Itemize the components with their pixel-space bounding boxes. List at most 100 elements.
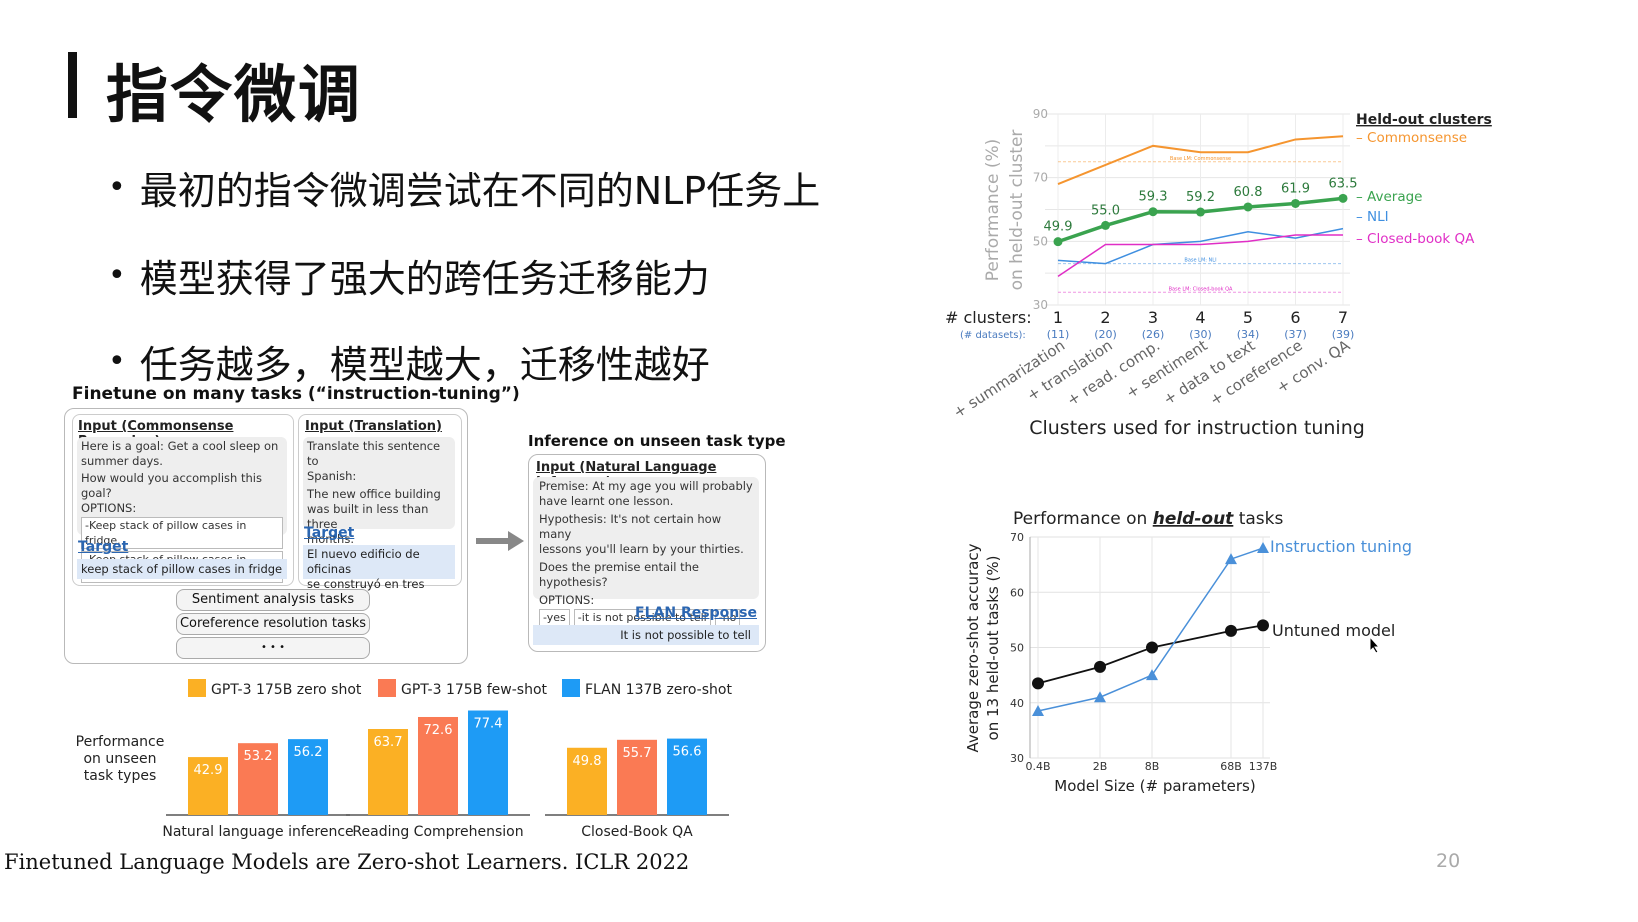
bullet-2: • 模型获得了强大的跨任务迁移能力	[108, 248, 710, 303]
legend-title: Held-out clusters	[1356, 112, 1492, 128]
bar	[288, 739, 328, 815]
card1-target-label: Target	[78, 539, 129, 555]
average-value-label: 63.5	[1329, 176, 1358, 191]
x-tick-label: 3	[1148, 308, 1158, 327]
clusters-chart: 30 50 70 90 Performance (%) on held-out clust…	[945, 107, 1492, 439]
page-number: 20	[1436, 850, 1461, 872]
average-point	[1196, 207, 1205, 217]
baseline-label: Base LM: Commonsense	[1170, 156, 1231, 162]
card2-line: months.	[307, 532, 354, 546]
bar	[468, 710, 508, 815]
title-accent-bar	[68, 52, 77, 118]
size-ylabel: Average zero-shot accuracy	[964, 543, 982, 752]
y-tick-label: 50	[1033, 234, 1048, 248]
card3-line: have learnt one lesson.	[539, 494, 674, 508]
legend-entry: – Average	[1356, 189, 1422, 205]
y-tick-label: 70	[1010, 531, 1024, 544]
bar-value-label: 49.8	[573, 754, 602, 769]
card2-target: El nuevo edificio de oficinas se constru…	[303, 545, 455, 606]
datasets-count-label: (39)	[1332, 328, 1355, 341]
legend-swatch	[562, 679, 580, 697]
legend-label: FLAN 137B zero-shot	[585, 682, 732, 698]
y-tick-label: 30	[1033, 298, 1048, 312]
datasets-count-label: (34)	[1237, 328, 1260, 341]
title-emphasis: held-out	[1153, 509, 1234, 529]
tuned-point	[1094, 691, 1106, 703]
y-tick-label: 40	[1010, 697, 1024, 710]
card2-target-line: El nuevo edificio de oficinas	[307, 547, 420, 576]
inference-box: Input (Natural Language Inference) Premi…	[528, 454, 766, 652]
average-point	[1243, 202, 1253, 212]
x-tick-label: 137B	[1249, 760, 1278, 773]
average-point	[1291, 198, 1300, 208]
legend-entry: – Commonsense	[1356, 130, 1467, 146]
untuned-point	[1225, 624, 1237, 637]
average-value-label: 59.3	[1139, 190, 1168, 205]
bullet-3: • 任务越多，模型越大，迁移性越好	[108, 334, 710, 389]
average-value-label: 55.0	[1091, 203, 1120, 218]
x-tick-label: 2B	[1093, 760, 1108, 773]
card3-options: -yes -it is not possible to tell -no	[539, 609, 753, 626]
bar	[188, 757, 228, 815]
bar-value-label: 72.6	[424, 723, 453, 738]
x-tick-label: 2	[1100, 308, 1110, 327]
bar-category-label: Reading Comprehension	[352, 824, 523, 840]
bar	[238, 743, 278, 815]
size-chart-title: Performance on held-out tasks	[1013, 509, 1284, 529]
card2-line: The new office building	[307, 487, 441, 501]
slide-title: 指令微调	[106, 58, 363, 131]
card1-line: summer days.	[81, 454, 163, 468]
y-tick-label: 70	[1033, 171, 1048, 185]
translation-card: Input (Translation) Translate this sente…	[298, 414, 462, 606]
bar-chart: GPT-3 175B zero shot GPT-3 175B few-shot F…	[76, 679, 732, 840]
bar-ylabel: task types	[84, 768, 157, 784]
baseline-label: Base LM: NLI	[1184, 258, 1216, 264]
bar-value-label: 53.2	[244, 749, 273, 764]
average-point	[1148, 207, 1158, 217]
datasets-prefix-label: (# datasets):	[960, 330, 1026, 341]
datasets-count-label: (30)	[1189, 328, 1212, 341]
bar-value-label: 42.9	[194, 763, 223, 778]
card2-input: Translate this sentence to Spanish: The …	[303, 437, 455, 546]
average-value-label: 49.9	[1044, 220, 1073, 235]
x-prefix-label: # clusters:	[945, 308, 1032, 327]
average-point	[1101, 220, 1110, 230]
card3-line: Premise: At my age you will probably	[539, 479, 753, 493]
coreference-tasks-pill: Coreference resolution tasks	[176, 613, 370, 635]
card1-option: -Keep stack of pillow cases in fridge.	[81, 517, 283, 549]
tuned-point	[1257, 542, 1269, 554]
size-ylabel: on 13 held-out tasks (%)	[984, 556, 1002, 741]
series-line	[1057, 234, 1343, 277]
card1-input: Here is a goal: Get a cool sleep on summ…	[77, 437, 287, 583]
card1-target: keep stack of pillow cases in fridge	[77, 559, 287, 579]
x-tick-label: 7	[1338, 308, 1348, 327]
bullet-1-text: 最初的指令微调尝试在不同的NLP任务上	[139, 169, 821, 213]
bar	[667, 738, 707, 815]
card1-line: How would you accomplish this goal?	[81, 471, 262, 500]
average-value-label: 59.2	[1186, 190, 1215, 205]
untuned-series-label: Untuned model	[1272, 621, 1395, 640]
series-line	[1057, 135, 1344, 185]
more-tasks-pill: • • •	[176, 637, 370, 659]
flan-response-label: FLAN Response	[635, 605, 757, 621]
bar-category-label: Natural language inference	[162, 824, 353, 840]
legend-swatch	[378, 679, 396, 697]
x-tick-label: 4	[1195, 308, 1205, 327]
clusters-ylabel: on held-out cluster	[1007, 130, 1027, 291]
card2-line: Translate this sentence to	[307, 439, 441, 468]
sentiment-tasks-pill: Sentiment analysis tasks	[176, 589, 370, 611]
bar-ylabel: on unseen	[83, 751, 156, 767]
x-tick-label: 5	[1243, 308, 1253, 327]
x-tick-label: 6	[1290, 308, 1300, 327]
untuned-point	[1257, 619, 1269, 632]
average-point	[1338, 193, 1348, 203]
card1-line: Here is a goal: Get a cool sleep on	[81, 439, 279, 453]
x-tick-label: 1	[1053, 308, 1063, 327]
datasets-count-label: (26)	[1142, 328, 1165, 341]
bar-value-label: 77.4	[474, 717, 503, 732]
legend-entry: – Closed-book QA	[1356, 231, 1475, 247]
bullet-2-text: 模型获得了强大的跨任务迁移能力	[139, 257, 710, 301]
bar-ylabel: Performance	[76, 734, 165, 750]
card3-line: Hypothesis: It's not certain how many	[539, 512, 722, 541]
card3-line: lessons you'll learn by your thirties.	[539, 542, 744, 556]
